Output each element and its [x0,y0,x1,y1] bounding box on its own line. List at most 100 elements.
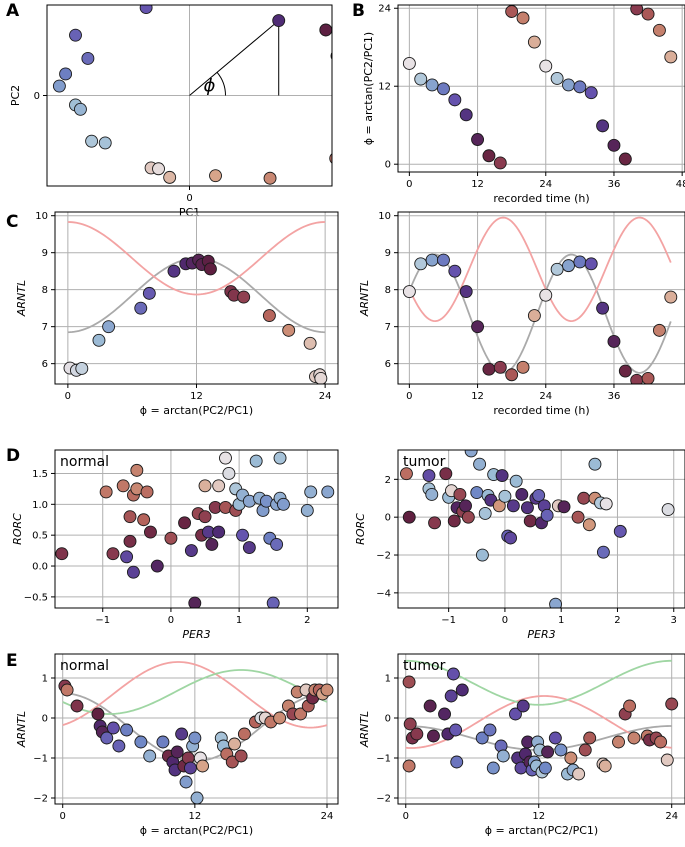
data-point [304,485,318,499]
data-point [473,457,487,471]
y-tick-label: −4 [376,588,391,599]
y-tick-label: 1 [42,674,48,685]
data-point [449,723,463,737]
data-point [618,364,632,378]
data-point [190,791,204,804]
y-axis-label: ARNTL [15,711,28,748]
data-point [403,717,417,731]
data-point [219,451,232,465]
data-point [212,525,226,539]
data-point [498,489,512,503]
data-point [504,531,517,545]
data-point [437,253,450,267]
data-point [523,514,537,528]
y-tick-label: 8 [42,285,48,296]
data-point [139,5,153,15]
data-point [102,320,116,334]
x-tick-label: 1 [558,615,564,626]
x-tick-label: −1 [441,615,456,626]
y-tick-label: 1.0 [32,500,48,511]
data-point [402,285,416,298]
data-point [447,514,461,528]
data-point [188,596,202,608]
data-point [351,110,363,122]
data-point [188,731,202,745]
data-point [167,264,181,278]
data-point [225,755,239,769]
data-point [613,524,627,538]
data-point [486,761,500,775]
data-point [303,336,317,350]
y-tick-label: 1 [385,674,391,685]
data-point [329,153,332,164]
data-point [276,497,290,511]
data-point [123,510,137,524]
phi-symbol: ϕ [204,76,216,97]
data-point [505,368,519,382]
data-point [164,531,178,545]
data-point [599,497,613,511]
x-tick-label: 12 [471,179,484,190]
data-point [652,23,666,37]
data-point [402,510,416,524]
data-point [116,479,130,493]
data-point [236,528,249,542]
data-point [577,491,591,505]
data-point [196,759,210,773]
data-point [330,51,332,60]
x-tick-label: −1 [95,615,110,626]
data-point [470,486,484,500]
data-point [120,723,134,737]
data-point [572,767,586,781]
data-point [573,255,587,269]
data-point [314,372,328,384]
inset-label: normal [60,658,109,674]
x-tick-label: 2 [614,615,620,626]
data-point [492,499,506,513]
data-point [414,72,428,86]
y-tick-label: 9 [385,248,391,259]
x-tick-label: 24 [539,391,552,402]
data-point [448,264,462,278]
data-point [270,537,284,551]
y-tick-label: 9 [42,248,48,259]
data-point [81,51,95,65]
axes-frame [397,211,685,385]
data-point [74,102,87,116]
data-point [106,721,120,735]
data-point [564,751,578,765]
y-axis-label: ϕ = arctan(PC2/PC1) [362,32,375,145]
data-point [399,467,413,481]
x-axis-label: ϕ = arctan(PC2/PC1) [140,824,253,837]
x-tick-label: 12 [188,811,201,822]
data-point [540,508,554,522]
data-point [516,11,530,25]
data-point [144,525,157,539]
data-point [664,50,678,64]
data-point [234,749,248,763]
data-point [641,7,655,21]
panel-d2: −1 0 1 2 3 −4 −2 0 2 PER3 RORC tumor [354,449,685,641]
data-point [571,510,585,524]
data-point [179,775,193,789]
axes-frame [397,4,685,173]
data-point [134,301,148,315]
y-tick-label: −1 [376,754,391,765]
data-point [203,262,217,276]
data-point [539,288,553,302]
data-point [584,257,598,271]
data-point [402,675,416,689]
data-point [475,731,489,745]
data-point [425,253,439,267]
data-point [607,138,621,152]
data-point [130,463,144,477]
data-point [142,286,156,300]
data-point [588,457,602,471]
data-point [596,119,610,133]
data-point [414,257,428,271]
data-point [550,262,564,276]
y-tick-label: −2 [33,794,48,805]
data-point [198,479,212,493]
